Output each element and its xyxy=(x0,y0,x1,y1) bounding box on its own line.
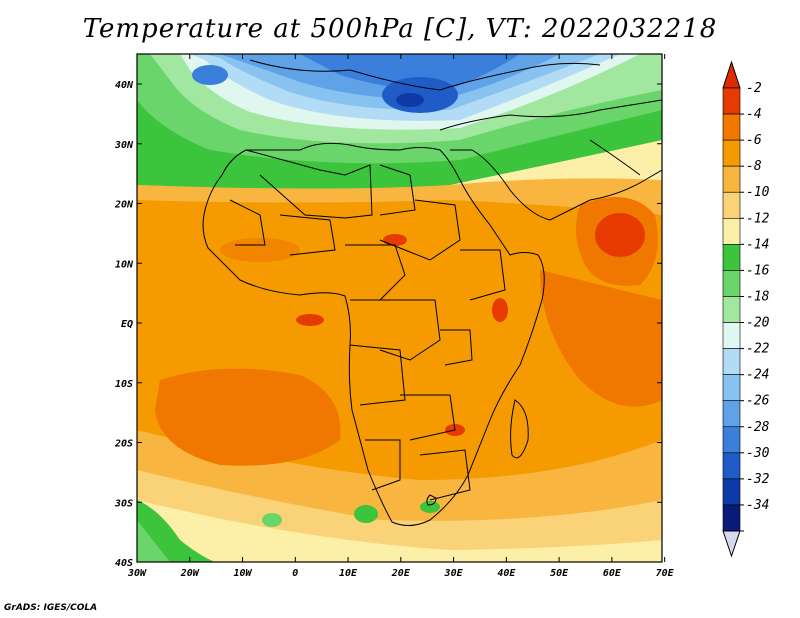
lon-tick-label: 60E xyxy=(603,568,622,579)
colorbar-swatch xyxy=(722,348,741,375)
colorbar-swatch xyxy=(722,400,741,428)
colorbar-label: -16 xyxy=(746,263,770,278)
lat-tick-label: 30S xyxy=(114,498,133,509)
longitude-axis: 30W 20W 10W 0 10E 20E 30E 40E 50E 60E 70E xyxy=(127,54,675,579)
lat-tick-label: 20N xyxy=(114,200,134,211)
colorbar-label: -24 xyxy=(746,368,769,383)
lat-tick-label: 40S xyxy=(115,558,133,569)
colorbar-swatch xyxy=(722,217,741,245)
lon-tick-label: 30W xyxy=(127,568,147,579)
colorbar-swatch xyxy=(722,374,741,402)
colorbar-bottom-arrow xyxy=(722,530,741,558)
lat-tick-label: 40N xyxy=(115,80,134,91)
colorbar-swatch xyxy=(722,452,741,480)
colorbar-swatch xyxy=(722,87,741,115)
lon-tick-label: 50E xyxy=(550,568,569,579)
grads-credit: GrADS: IGES/COLA xyxy=(4,603,98,613)
colorbar-label: -28 xyxy=(746,420,770,435)
colorbar-label: -32 xyxy=(746,472,770,487)
colorbar-swatch xyxy=(722,322,741,349)
colorbar-label: -14 xyxy=(746,237,769,252)
colorbar: -2 -4 -6 -8 -10 -12 -14 -16 -18 -20 -22 -24 -26 -28 -3… xyxy=(722,60,770,558)
lon-tick-label: 70E xyxy=(656,568,675,579)
lon-tick-label: 20W xyxy=(180,568,200,579)
lon-tick-label: 10E xyxy=(339,568,358,579)
colorbar-label: -8 xyxy=(746,159,762,174)
lat-tick-label: EQ xyxy=(121,319,133,330)
lon-tick-label: 10W xyxy=(233,568,252,579)
colorbar-label: -18 xyxy=(746,289,770,304)
lat-tick-label: 10N xyxy=(115,259,134,270)
colorbar-swatch xyxy=(722,270,741,297)
colorbar-label: -10 xyxy=(746,185,770,200)
colorbar-swatch xyxy=(722,191,741,219)
lat-tick-label: 20S xyxy=(114,439,133,450)
lon-tick-label: 30E xyxy=(444,568,464,579)
lat-tick-label: 10S xyxy=(115,379,133,390)
colorbar-swatch xyxy=(722,165,741,193)
latitude-axis: 40N 30N 20N 10N EQ 10S 20S 30S 40S xyxy=(114,80,662,569)
map-title: Temperature at 500hPa [C], VT: 202203221… xyxy=(82,14,718,44)
map-frame xyxy=(136,53,663,563)
colorbar-label: -2 xyxy=(746,81,762,96)
colorbar-label: -6 xyxy=(746,133,762,148)
colorbar-label: -22 xyxy=(746,342,770,357)
colorbar-swatch xyxy=(722,426,741,454)
colorbar-swatch xyxy=(722,478,741,506)
colorbar-label: -30 xyxy=(746,446,770,461)
colorbar-top-arrow xyxy=(722,60,741,89)
colorbar-label: -12 xyxy=(746,211,770,226)
colorbar-swatch xyxy=(722,113,741,141)
colorbar-swatch xyxy=(722,504,741,532)
colorbar-swatch xyxy=(722,296,741,323)
colorbar-swatch xyxy=(722,244,741,271)
colorbar-label: -26 xyxy=(746,394,770,409)
colorbar-label: -34 xyxy=(746,498,769,513)
colorbar-swatch xyxy=(722,139,741,167)
lon-tick-label: 40E xyxy=(497,568,516,579)
colorbar-label: -20 xyxy=(746,316,770,331)
lon-tick-label: 20E xyxy=(391,568,411,579)
lon-tick-label: 0 xyxy=(292,568,298,579)
coastlines xyxy=(202,59,662,526)
temperature-field xyxy=(137,54,662,562)
lat-tick-label: 30N xyxy=(114,140,134,151)
colorbar-label: -4 xyxy=(746,107,762,122)
